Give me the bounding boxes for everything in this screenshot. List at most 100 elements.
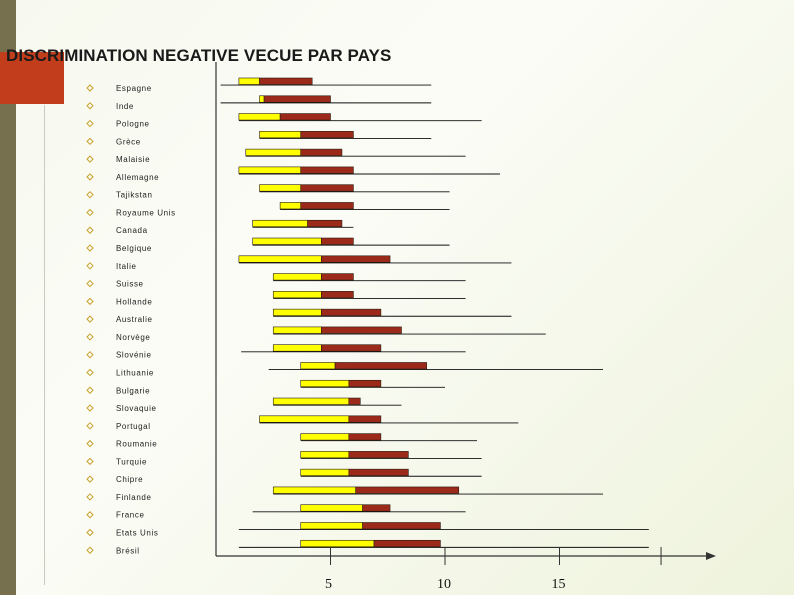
category-label: Bulgarie — [116, 386, 150, 395]
category-labels: Espagne Inde Pologne Grèce Malaisie Allemagne… — [116, 84, 176, 555]
bullet-icon — [86, 208, 94, 217]
bar-segment-yellow — [272, 291, 322, 299]
bar-segment-darkred — [300, 166, 354, 174]
bullet-icon — [86, 279, 94, 288]
bullet-icon — [86, 350, 94, 359]
bar-segment-yellow — [245, 148, 302, 156]
category-label: Italie — [116, 262, 137, 271]
bullet-icon — [86, 102, 94, 110]
bar-segment-darkred — [300, 184, 354, 192]
bullet-icon — [86, 244, 94, 252]
bar-segment-yellow — [238, 113, 281, 121]
bar-segment-yellow — [272, 344, 322, 352]
bar-segment-yellow — [259, 95, 265, 103]
category-label: Lithuanie — [116, 368, 154, 377]
bar-segment-yellow — [300, 379, 350, 388]
bullet-icon — [86, 333, 94, 341]
category-label: Norvège — [116, 333, 150, 342]
bullet-icon — [86, 297, 94, 306]
bullet-icon — [86, 84, 94, 92]
bar-segment-darkred — [348, 468, 409, 476]
bullet-icon — [86, 226, 94, 234]
bar-segment-darkred — [259, 77, 313, 85]
bar-segment-yellow — [272, 308, 322, 316]
category-label: Australie — [116, 315, 153, 324]
bullet-icon — [86, 422, 94, 430]
category-label: Allemagne — [116, 173, 159, 182]
bar-segment-yellow — [279, 202, 302, 210]
category-label: Belgique — [116, 244, 152, 253]
bar-segment-darkred — [321, 273, 354, 281]
bullet-icon — [86, 493, 94, 501]
bar-segment-yellow — [300, 433, 350, 441]
bar-segment-yellow — [272, 397, 350, 405]
bars-layer — [238, 77, 460, 548]
bar-segment-darkred — [362, 522, 441, 530]
bar-segment-darkred — [355, 486, 460, 494]
x-axis-arrow — [706, 552, 716, 560]
bullet-icon — [86, 546, 94, 554]
category-label: Hollande — [116, 297, 152, 306]
bar-segment-yellow — [272, 273, 322, 281]
bar-segment-yellow — [259, 184, 302, 192]
bar-segment-yellow — [252, 219, 308, 228]
category-label: Roumanie — [116, 440, 157, 449]
bar-segment-yellow — [252, 237, 322, 245]
category-label: Inde — [116, 102, 134, 111]
bar-segment-darkred — [321, 326, 402, 334]
axes — [215, 62, 716, 560]
bar-segment-darkred — [300, 148, 343, 156]
chart-title: DISCRIMINATION NEGATIVE VECUE PAR PAYS — [6, 46, 392, 65]
title-accent-shape — [0, 52, 64, 104]
bar-segment-darkred — [348, 451, 409, 459]
bullet-icon — [86, 475, 94, 483]
bullet-icon — [86, 190, 94, 199]
bar-segment-darkred — [300, 131, 354, 139]
bar-segment-darkred — [321, 291, 354, 299]
bullet-icon — [86, 528, 94, 537]
category-label: Suisse — [116, 280, 144, 289]
reference-lines — [220, 84, 649, 548]
x-tick-label: 10 — [437, 577, 451, 592]
bullet-icon — [86, 262, 94, 270]
x-tick-label: 5 — [325, 577, 332, 592]
category-label: Malaisie — [116, 155, 150, 164]
category-label: Canada — [116, 226, 148, 235]
bar-segment-yellow — [238, 77, 260, 85]
left-decor-stripe — [0, 0, 16, 595]
bar-segment-yellow — [300, 451, 350, 459]
bar-segment-darkred — [263, 95, 331, 103]
category-label: Turquie — [116, 457, 147, 466]
bullet-icon — [86, 137, 94, 146]
x-axis-ticks: 5 10 15 — [325, 547, 662, 592]
bar-segment-yellow — [300, 504, 363, 512]
bar-segment-darkred — [279, 113, 331, 121]
bar-segment-yellow — [259, 131, 302, 139]
bullet-icon — [86, 511, 94, 519]
bullet-icon — [86, 368, 94, 377]
bullet-icon — [86, 404, 94, 412]
bar-segment-darkred — [321, 237, 354, 245]
bar-segment-darkred — [348, 415, 382, 423]
bar-segment-yellow — [259, 415, 350, 423]
bar-segment-yellow — [238, 166, 302, 174]
category-label: Finlande — [116, 493, 152, 502]
bar-segment-yellow — [238, 255, 322, 263]
bar-segment-darkred — [334, 362, 427, 370]
bar-segment-darkred — [321, 344, 382, 352]
bar-segment-darkred — [300, 202, 354, 210]
bar-segment-yellow — [300, 539, 375, 548]
category-label: Royaume Unis — [116, 208, 176, 217]
bar-segment-darkred — [348, 433, 382, 441]
category-label: Slovaquie — [116, 404, 157, 413]
bar-segment-darkred — [321, 308, 382, 316]
category-label: France — [116, 511, 145, 520]
bar-segment-darkred — [348, 379, 382, 388]
category-label: Tajikstan — [116, 191, 153, 200]
bullet-icon — [86, 119, 94, 128]
category-label: Chipre — [116, 475, 143, 484]
category-label: Espagne — [116, 84, 152, 93]
bullet-icon — [86, 439, 94, 448]
bullet-icon — [86, 315, 94, 323]
